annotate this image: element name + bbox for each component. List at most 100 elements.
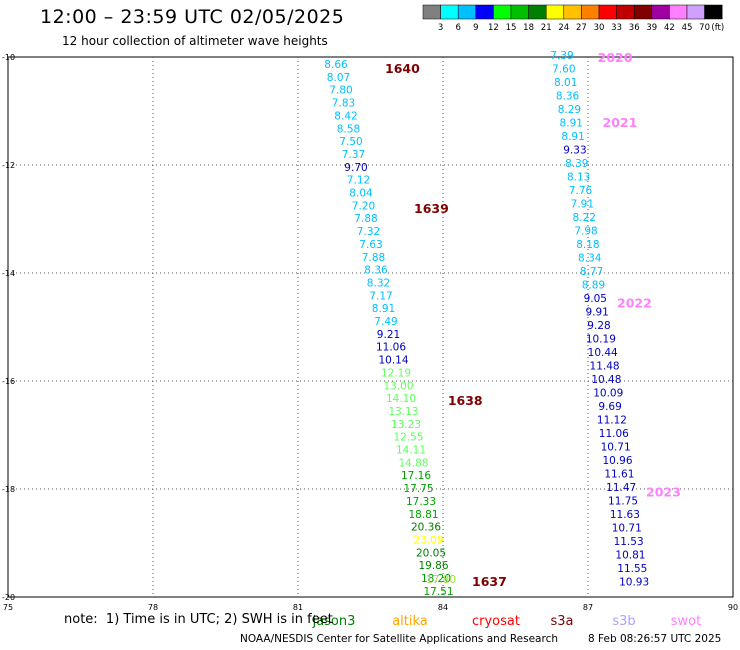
swh-value: 8.18 bbox=[576, 239, 599, 251]
swh-value: 10.48 bbox=[591, 374, 621, 386]
swh-value: 14.88 bbox=[398, 457, 428, 469]
lon-tick-label: 78 bbox=[148, 603, 158, 612]
swh-value: 7.49 bbox=[374, 316, 397, 328]
swh-value: 8.77 bbox=[580, 266, 603, 278]
colorbar-label: 33 bbox=[611, 23, 622, 33]
swh-value: 7.80 bbox=[329, 85, 352, 97]
colorbar-label: 12 bbox=[488, 23, 499, 33]
swh-value: 8.36 bbox=[364, 265, 388, 277]
swh-value: 17.80 bbox=[426, 574, 456, 586]
colorbar-swatch bbox=[581, 4, 600, 20]
swh-value: 7.37 bbox=[342, 149, 365, 161]
swh-value: 11.75 bbox=[608, 496, 638, 508]
swh-value: 11.06 bbox=[376, 342, 406, 354]
colorbar-swatch bbox=[598, 4, 617, 20]
swh-value: 13.23 bbox=[391, 419, 421, 431]
colorbar-swatch bbox=[457, 4, 477, 20]
swh-value: 10.81 bbox=[615, 550, 645, 562]
lat-tick-label: -18 bbox=[2, 485, 15, 494]
swh-value: 11.12 bbox=[597, 415, 627, 427]
swh-value: 7.98 bbox=[574, 226, 597, 238]
swh-value: 11.63 bbox=[610, 509, 640, 521]
satellite-legend-swot: swot bbox=[671, 614, 701, 629]
swh-value: 18.81 bbox=[408, 509, 438, 521]
colorbar-label: 36 bbox=[629, 23, 640, 33]
swh-value: 11.48 bbox=[590, 361, 620, 373]
footer-organization: NOAA/NESDIS Center for Satellite Applica… bbox=[240, 633, 558, 645]
swh-value: 11.55 bbox=[617, 563, 647, 575]
colorbar-swatch bbox=[563, 4, 582, 20]
swh-value: 8.29 bbox=[558, 104, 581, 116]
pass-id-label: 1638 bbox=[448, 393, 483, 408]
swh-value: 11.61 bbox=[604, 469, 634, 481]
pass-id-label: 1639 bbox=[414, 201, 449, 216]
swh-value: 7.50 bbox=[339, 136, 362, 148]
swh-value: 12.55 bbox=[393, 432, 423, 444]
colorbar-swatch bbox=[475, 4, 494, 20]
swh-value: 10.96 bbox=[602, 455, 632, 467]
swh-value: 7.32 bbox=[357, 226, 380, 238]
swh-value: 7.63 bbox=[359, 239, 382, 251]
swh-value: 11.53 bbox=[614, 536, 644, 548]
swh-value: 9.70 bbox=[344, 162, 367, 174]
lon-tick-label: 87 bbox=[583, 603, 593, 612]
swh-value: 10.14 bbox=[378, 355, 408, 367]
colorbar-swatch bbox=[528, 4, 547, 20]
colorbar-label: 42 bbox=[664, 23, 675, 33]
colorbar-swatch bbox=[493, 4, 512, 20]
swh-value: 10.93 bbox=[619, 577, 649, 589]
swh-value: 8.34 bbox=[578, 253, 602, 265]
swh-value: 7.83 bbox=[332, 98, 355, 110]
satellite-legend-s3b: s3b bbox=[612, 614, 635, 629]
lon-tick-label: 84 bbox=[438, 603, 448, 612]
colorbar-label: 3 bbox=[438, 23, 443, 33]
colorbar-swatch bbox=[704, 4, 723, 20]
swh-value: 8.04 bbox=[349, 188, 373, 200]
swh-value: 8.58 bbox=[337, 123, 360, 135]
swh-value: 8.89 bbox=[582, 280, 605, 292]
swh-value: 8.13 bbox=[567, 172, 590, 184]
lon-tick-label: 90 bbox=[728, 603, 738, 612]
lat-tick-label: -12 bbox=[2, 161, 15, 170]
swh-value: 8.32 bbox=[367, 277, 390, 289]
swh-value: 12.19 bbox=[381, 367, 411, 379]
swh-value: 8.22 bbox=[573, 212, 596, 224]
colorbar-label: 21 bbox=[541, 23, 552, 33]
pass-id-label: 1640 bbox=[385, 61, 420, 76]
colorbar-swatch bbox=[686, 4, 705, 20]
swh-value: 17.33 bbox=[406, 496, 436, 508]
swh-value: 23.09 bbox=[413, 534, 443, 546]
swh-value: 17.75 bbox=[403, 483, 433, 495]
swh-value: 7.12 bbox=[347, 175, 370, 187]
swh-value: 7.88 bbox=[362, 252, 385, 264]
colorbar-swatch bbox=[669, 4, 688, 20]
swh-value: 8.91 bbox=[372, 303, 395, 315]
swh-value: 9.28 bbox=[587, 320, 610, 332]
swh-value: 18.20 bbox=[421, 573, 451, 585]
lat-tick-label: -10 bbox=[2, 53, 15, 62]
swh-value: 7.17 bbox=[369, 290, 392, 302]
satellite-legend-s3a: s3a bbox=[550, 614, 573, 629]
swh-value: 9.05 bbox=[584, 293, 607, 305]
swh-value: 17.16 bbox=[401, 470, 431, 482]
colorbar-label: 6 bbox=[455, 23, 460, 33]
pass-id-label: 2020 bbox=[598, 50, 633, 65]
lat-tick-label: -20 bbox=[2, 593, 15, 602]
swh-value: 10.71 bbox=[601, 442, 631, 454]
swh-value: 7.60 bbox=[552, 64, 575, 76]
swh-value: 7.88 bbox=[354, 213, 377, 225]
satellite-legend-jason3: jason3 bbox=[312, 614, 356, 629]
swh-value: 8.42 bbox=[334, 110, 357, 122]
colorbar-swatch bbox=[651, 4, 670, 20]
swh-value: 7.76 bbox=[569, 185, 593, 197]
swh-value: 11.47 bbox=[606, 482, 636, 494]
colorbar-label: 15 bbox=[506, 23, 517, 33]
swh-value: 17.51 bbox=[423, 586, 453, 598]
swh-value: 8.36 bbox=[556, 91, 580, 103]
colorbar-label: 45 bbox=[682, 23, 693, 33]
swh-value: 8.01 bbox=[554, 77, 577, 89]
swh-value: 14.10 bbox=[386, 393, 416, 405]
swh-value: 7.91 bbox=[571, 199, 594, 211]
units-note: note: 1) Time is in UTC; 2) SWH is in fe… bbox=[64, 612, 333, 627]
footer-timestamp: 8 Feb 08:26:57 UTC 2025 bbox=[588, 633, 722, 645]
